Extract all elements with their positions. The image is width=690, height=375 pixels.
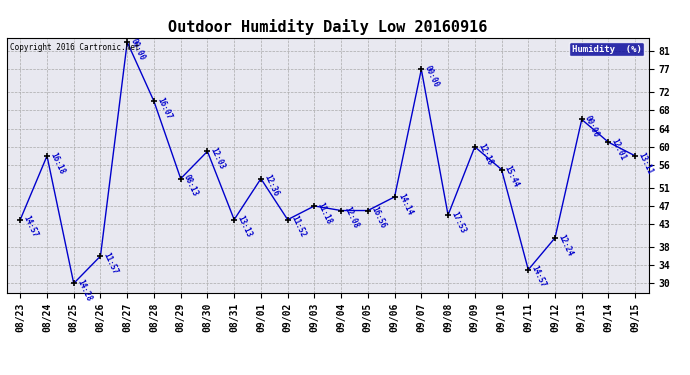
Text: 12:03: 12:03 <box>209 146 227 171</box>
Text: 11:18: 11:18 <box>316 201 334 225</box>
Legend: Humidity  (%): Humidity (%) <box>569 42 644 56</box>
Text: Copyright 2016 Cartronic.Net: Copyright 2016 Cartronic.Net <box>10 43 139 52</box>
Text: 16:07: 16:07 <box>155 96 173 121</box>
Text: 11:52: 11:52 <box>289 214 307 239</box>
Text: 13:13: 13:13 <box>235 214 253 239</box>
Text: 12:36: 12:36 <box>262 174 280 198</box>
Text: 12:01: 12:01 <box>610 137 628 162</box>
Text: 11:57: 11:57 <box>102 251 120 276</box>
Text: 12:24: 12:24 <box>556 232 574 257</box>
Title: Outdoor Humidity Daily Low 20160916: Outdoor Humidity Daily Low 20160916 <box>168 19 487 35</box>
Text: 14:57: 14:57 <box>21 214 39 239</box>
Text: 08:13: 08:13 <box>182 174 200 198</box>
Text: 13:11: 13:11 <box>637 151 655 176</box>
Text: 14:57: 14:57 <box>530 264 548 289</box>
Text: 14:28: 14:28 <box>75 278 93 303</box>
Text: 16:56: 16:56 <box>369 206 387 230</box>
Text: 00:00: 00:00 <box>423 64 441 89</box>
Text: 16:18: 16:18 <box>48 151 66 176</box>
Text: 17:53: 17:53 <box>449 210 467 235</box>
Text: 12:08: 12:08 <box>342 206 360 230</box>
Text: 12:18: 12:18 <box>476 142 494 166</box>
Text: 00:00: 00:00 <box>583 114 601 139</box>
Text: 15:44: 15:44 <box>503 164 521 189</box>
Text: 14:14: 14:14 <box>396 192 414 216</box>
Text: 00:00: 00:00 <box>128 37 146 62</box>
